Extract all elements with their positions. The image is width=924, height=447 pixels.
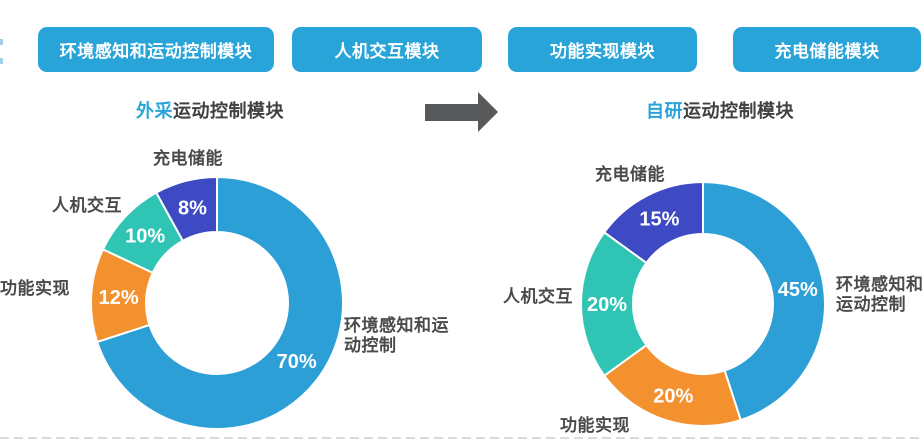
donut-segment: [702, 181, 826, 422]
donut-data-label: 20%: [653, 385, 693, 407]
donut-data-label: 8%: [178, 198, 207, 220]
left-chart-title: 外采运动控制模块: [60, 97, 360, 123]
donut-segment: [96, 176, 344, 430]
right-label-human-machine: 人机交互: [503, 287, 573, 306]
left-edge-artifact: [0, 58, 3, 64]
module-chip-environment-motion: 环境感知和运动控制模块: [38, 27, 274, 72]
left-label-function: 功能实现: [0, 279, 70, 298]
donut-data-label: 70%: [277, 351, 317, 373]
left-label-human-machine: 人机交互: [52, 196, 122, 215]
donut-data-label: 45%: [778, 279, 818, 301]
donut-segment: [155, 176, 218, 242]
left-chart-title-rest: 运动控制模块: [173, 101, 284, 121]
donut-chart-right: 45% 20% 20% 15%: [580, 181, 826, 427]
left-chart-title-highlight: 外采: [136, 101, 173, 121]
right-chart-title-rest: 运动控制模块: [683, 101, 794, 121]
module-chip-human-machine: 人机交互模块: [292, 27, 482, 72]
right-label-function: 功能实现: [560, 416, 630, 435]
left-label-charging: 充电储能: [153, 149, 223, 168]
right-label-charging: 充电储能: [595, 165, 665, 184]
right-chart-title: 自研运动控制模块: [570, 97, 870, 123]
left-label-environment-motion: 环境感知和运动控制: [344, 316, 449, 355]
right-arrow-icon: [425, 104, 479, 121]
donut-segment: [603, 181, 704, 264]
right-chart-title-highlight: 自研: [646, 101, 683, 121]
donut-data-label: 20%: [587, 294, 627, 316]
donut-data-label: 12%: [99, 287, 139, 309]
left-edge-artifact: [0, 39, 3, 45]
donut-chart-left: 70% 12% 10% 8%: [90, 176, 344, 430]
donut-data-label: 10%: [125, 226, 165, 248]
module-chip-function: 功能实现模块: [508, 27, 697, 72]
right-label-environment-motion: 环境感知和运动控制: [836, 275, 924, 314]
right-arrow-icon-head: [478, 92, 498, 132]
dashed-divider: [0, 437, 924, 439]
module-chip-charging: 充电储能模块: [733, 27, 921, 72]
donut-data-label: 15%: [639, 209, 679, 231]
